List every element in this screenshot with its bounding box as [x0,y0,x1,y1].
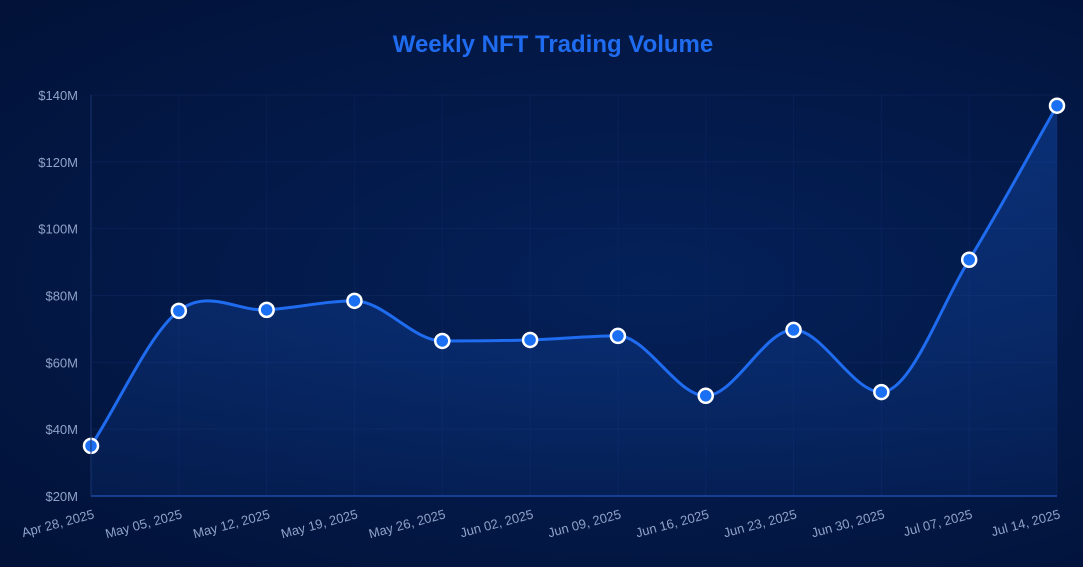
y-tick-label: $100M [38,222,78,237]
y-tick-label: $120M [38,155,78,170]
x-tick-label: May 26, 2025 [367,506,447,541]
x-tick-label: Jun 02, 2025 [458,506,535,540]
data-point[interactable] [785,321,802,339]
x-tick-label: May 05, 2025 [104,506,184,541]
x-tick-label: Jul 07, 2025 [902,506,974,539]
x-tick-label: Jun 16, 2025 [634,506,711,540]
data-point[interactable] [873,383,890,401]
data-point[interactable] [960,251,978,268]
data-point[interactable] [346,292,363,310]
chart-title: Weekly NFT Trading Volume [393,31,714,58]
y-tick-label: $80M [45,289,78,304]
y-axis: $20M $40M $60M $80M $100M $120M $140M [38,88,78,504]
y-tick-label: $140M [38,88,78,103]
x-tick-label: Jun 23, 2025 [722,506,799,540]
x-tick-label: Jun 09, 2025 [546,506,623,540]
data-point[interactable] [521,331,539,349]
x-tick-label: Jul 14, 2025 [989,506,1061,539]
data-point[interactable] [697,387,714,404]
y-tick-label: $60M [45,355,78,370]
x-axis: Apr 28, 2025 May 05, 2025 May 12, 2025 May … [20,506,1062,541]
data-point[interactable] [609,327,627,345]
x-tick-label: Apr 28, 2025 [20,506,96,540]
data-point[interactable] [434,332,451,350]
data-point[interactable] [170,302,188,320]
y-tick-label: $20M [45,489,78,504]
area-fill [91,105,1057,497]
x-tick-label: May 19, 2025 [279,506,359,541]
x-tick-label: May 12, 2025 [191,506,271,541]
x-tick-label: Jun 30, 2025 [810,506,887,540]
data-point[interactable] [1048,97,1066,114]
data-point[interactable] [258,301,275,319]
y-tick-label: $40M [45,422,78,437]
